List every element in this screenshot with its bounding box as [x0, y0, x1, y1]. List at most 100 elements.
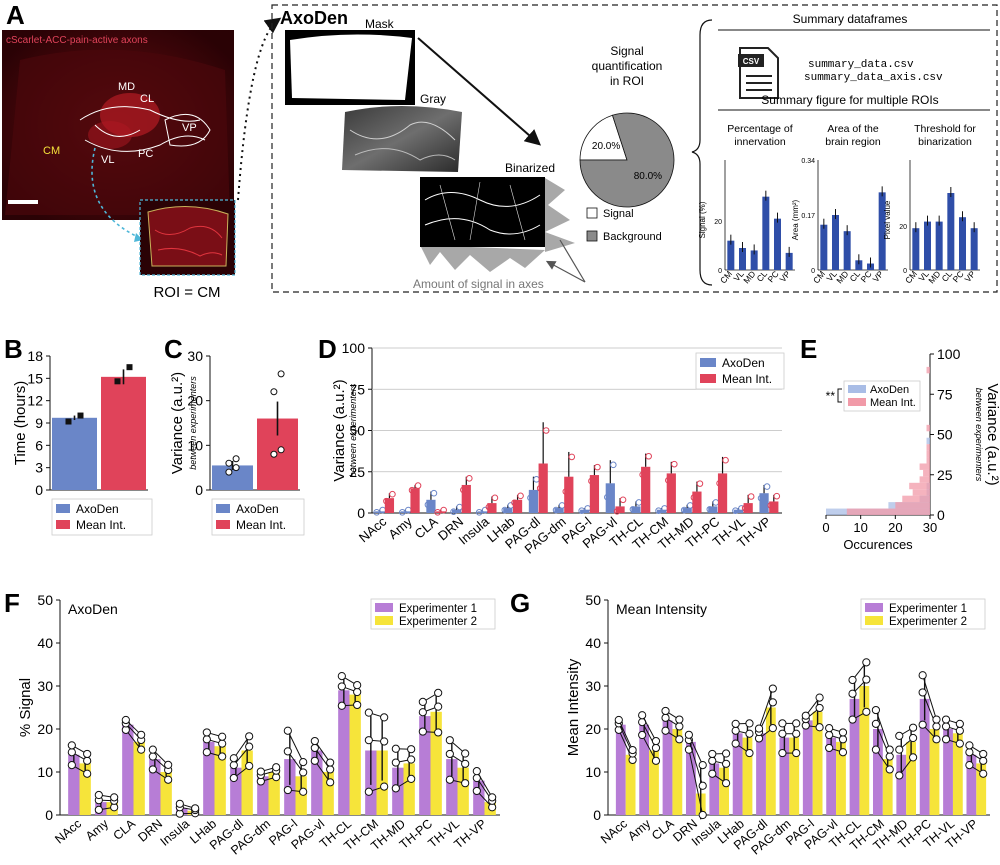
panel-g-bar-1-cla — [672, 729, 683, 815]
panel-g-pair-line-drn-1 — [688, 739, 704, 786]
panel-f-point-1-th-cm-2 — [380, 713, 389, 722]
panel-d-point-1-amy-0 — [408, 486, 416, 494]
panel-a: A cScarlet-ACC-pain-active axons MD CL VP C… — [2, 0, 998, 301]
panel-g-point-0-insula-2 — [708, 749, 717, 759]
panel-g-ytick-50: 50 — [585, 592, 601, 608]
panel-f-bar-1-lhab — [214, 746, 226, 815]
panel-f-point-0-th-cl-1 — [337, 682, 346, 691]
panel-g-point-1-amy-2 — [651, 736, 661, 746]
summary-fig-title: Summary figure for multiple ROIs — [761, 93, 938, 107]
panel-f-bar-1-pag-dl — [241, 750, 253, 815]
panel-g-point-0-pag-dm-2 — [778, 719, 787, 728]
pipeline-connector — [237, 17, 282, 201]
panel-g-bar-0-drn — [685, 741, 696, 815]
panel-d-point-1-cla-0 — [434, 509, 441, 516]
panel-d-point-0-th-vp-1 — [763, 483, 771, 490]
panel-g-point-1-th-pc-0 — [932, 735, 941, 744]
panel-g-point-1-cla-1 — [675, 722, 684, 731]
panel-g-ytick-30: 30 — [585, 678, 601, 694]
panel-b-bar-0 — [52, 417, 97, 490]
csv-file-2: summary_data_axis.csv — [804, 72, 943, 84]
panel-d-point-0-amy-0 — [399, 509, 406, 516]
panel-d-point-1-pag-l-1 — [594, 463, 601, 471]
panel-f-bar-0-th-vl — [446, 759, 458, 815]
panel-c-y-label: Variance (a.u.²) — [169, 372, 186, 474]
panel-e: 0 25 50 75 100 0 10 20 30 Occurences Variance (a.u… — [822, 346, 1000, 552]
panel-b-legend-label-1: Mean Int. — [76, 518, 126, 532]
panel-c-ytick-30: 30 — [187, 348, 203, 364]
panel-e-legend-label-0: AxoDen — [870, 384, 909, 396]
panel-g-point-1-th-md-2 — [908, 723, 918, 732]
panel-d-bar-1-amy — [410, 488, 420, 513]
panel-g-bar-0-nacc — [615, 724, 626, 815]
axes-arrow-2 — [545, 260, 586, 283]
pie-slice-label-signal: 20.0% — [592, 141, 620, 152]
panel-d-legend-swatch-1 — [700, 374, 716, 383]
panel-g-bar-0-th-vp — [966, 754, 977, 815]
panel-c-legend-label-0: AxoDen — [236, 502, 279, 516]
panel-g-point-0-th-cm-1 — [871, 719, 881, 728]
panel-g-ytick-40: 40 — [585, 635, 601, 651]
pipeline-arrow — [417, 37, 542, 146]
panel-g-pair-line-th-pc-2 — [922, 675, 937, 720]
mini-title-1-b: brain region — [825, 136, 881, 148]
panel-f-point-1-pag-vl-1 — [326, 765, 335, 774]
pipeline-title: AxoDen — [280, 8, 348, 28]
panel-f-point-1-pag-dm-2 — [272, 763, 281, 772]
panel-d-point-1-pag-dm-0 — [562, 488, 570, 495]
panel-e-y-sublabel: between experimenters — [974, 388, 984, 482]
panel-f-legend-label-1: Experimenter 2 — [399, 616, 477, 628]
panel-g-point-1-th-vp-1 — [979, 756, 988, 765]
panel-g-point-0-th-md-2 — [895, 731, 904, 740]
panel-g-point-1-th-vp-0 — [979, 769, 988, 778]
panel-f-point-1-nacc-0 — [83, 769, 92, 778]
panel-f-point-1-th-cm-1 — [380, 737, 389, 746]
panel-g-point-1-pag-dl-1 — [768, 698, 777, 707]
panel-e-hist-1-13 — [926, 424, 930, 432]
panel-e-xtick-20: 20 — [888, 520, 902, 535]
panel-g-pair-line-th-cm-2 — [875, 709, 891, 750]
mini-ytick-0-20: 20 — [714, 219, 722, 226]
panel-f-bar-0-nacc — [68, 754, 80, 815]
panel-f-point-0-pag-dm-2 — [256, 767, 265, 776]
csv-file-1: summary_data.csv — [808, 59, 914, 71]
panel-g-bar-1-th-pc — [929, 729, 940, 815]
roi-connector — [91, 147, 141, 239]
panel-e-xtick-0: 0 — [822, 520, 829, 535]
panel-d-point-1-th-pc-1 — [722, 456, 729, 464]
panel-letter-c: C — [164, 334, 183, 364]
mini-bar-0-pc — [774, 218, 781, 270]
panel-g-point-0-th-pc-0 — [918, 720, 927, 729]
panel-letter-f: F — [4, 588, 20, 618]
panel-f-bar-1-drn — [160, 772, 172, 815]
panel-f-pair-line-pag-vl-2 — [314, 740, 331, 763]
panel-b-legend-swatch-1 — [56, 520, 70, 529]
panel-g-bar-1-th-cl — [859, 686, 870, 815]
panel-g-point-0-nacc-2 — [614, 715, 623, 725]
panel-g-ytick-10: 10 — [585, 764, 601, 780]
panel-b-ytick-15: 15 — [27, 370, 43, 386]
panel-f-ytick-10: 10 — [37, 764, 53, 780]
axes-arrow-1 — [559, 239, 586, 283]
panel-f-point-1-th-md-0 — [407, 774, 416, 783]
mini-y-label-0: Signal (%) — [698, 201, 707, 238]
panel-d-point-1-lhab-1 — [517, 492, 524, 500]
panel-g-point-1-lhab-1 — [745, 729, 754, 738]
panel-f-point-1-th-vl-2 — [461, 749, 470, 758]
panel-g-point-0-th-cl-1 — [848, 689, 857, 698]
panel-f-xtick-insula: Insula — [158, 817, 193, 849]
panel-d-point-1-th-vp-1 — [773, 492, 781, 500]
panel-g-point-1-th-pc-1 — [932, 722, 941, 731]
panel-g-bar-1-pag-l — [812, 711, 823, 815]
panel-f-point-0-th-cl-2 — [337, 672, 346, 681]
panel-g-legend-swatch-1 — [865, 616, 883, 625]
summary-brace — [691, 19, 713, 286]
panel-g-point-0-th-vp-1 — [965, 748, 974, 757]
panel-d-bar-1-drn — [461, 484, 471, 513]
panel-e-ytick-0: 0 — [937, 507, 945, 523]
panel-g-ytick-0: 0 — [593, 807, 601, 823]
panel-c-point-0-1 — [232, 464, 240, 472]
gray-label: Gray — [420, 92, 446, 106]
pie-legend-label-background: Background — [603, 231, 662, 243]
panel-b-point-0-0 — [65, 418, 72, 425]
